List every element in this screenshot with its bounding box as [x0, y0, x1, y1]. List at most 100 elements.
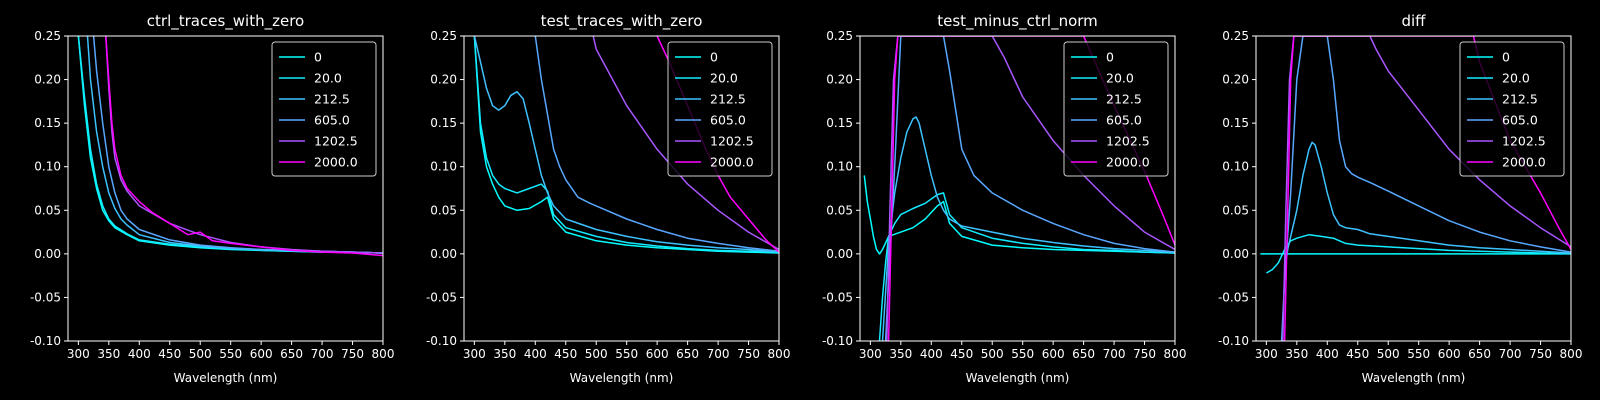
y-tick-label: 0.25	[1222, 29, 1249, 43]
y-tick-label: 0.20	[826, 73, 853, 87]
x-tick-label: 650	[1468, 347, 1491, 361]
legend-entry: 20.0	[710, 71, 738, 86]
y-tick-label: 0.25	[34, 29, 61, 43]
x-tick-label: 600	[646, 347, 669, 361]
x-tick-label: 750	[1529, 347, 1552, 361]
y-tick-label: 0.15	[430, 116, 457, 130]
legend-entry: 212.5	[314, 92, 350, 107]
legend-entry: 605.0	[1502, 113, 1538, 128]
legend-entry: 1202.5	[1106, 134, 1150, 149]
legend-entry: 1202.5	[710, 134, 754, 149]
x-tick-label: 700	[1103, 347, 1126, 361]
y-tick-label: 0.10	[1222, 160, 1249, 174]
chart-panel-3: 300 350 400 450 500 550 600 650 700 750 800 -0.10 -0…	[822, 12, 1187, 385]
legend: 0 20.0 212.5 605.0 1202.5 2000.0	[271, 41, 377, 177]
x-tick-label: 800	[1560, 347, 1583, 361]
x-tick-label: 500	[585, 347, 608, 361]
legend-entry: 20.0	[314, 71, 342, 86]
legend-entry: 212.5	[1106, 92, 1142, 107]
legend-entry: 2000.0	[314, 155, 358, 170]
y-tick-label: -0.10	[30, 334, 61, 348]
plot-area	[863, 36, 1175, 341]
x-tick-label: 350	[97, 347, 120, 361]
y-tick-label: 0.25	[430, 29, 457, 43]
x-tick-label: 450	[1346, 347, 1369, 361]
series-line-0	[863, 175, 1175, 255]
legend-box	[271, 41, 377, 177]
y-tick-label: -0.05	[822, 290, 853, 304]
legend-entry: 0	[1106, 50, 1114, 65]
chart-panel-4: 300 350 400 450 500 550 600 650 700 750 800 -0.10 -0…	[1218, 12, 1583, 385]
legend-entry: 212.5	[710, 92, 746, 107]
legend-entry: 20.0	[1106, 71, 1134, 86]
legend-entry: 0	[314, 50, 322, 65]
x-tick-label: 500	[981, 347, 1004, 361]
series-line-605.0	[1280, 36, 1571, 341]
x-tick-label: 800	[768, 347, 791, 361]
x-tick-label: 600	[1042, 347, 1065, 361]
x-axis-label: Wavelength (nm)	[174, 371, 278, 385]
plot-area	[1260, 36, 1571, 341]
y-tick-label: 0.10	[826, 160, 853, 174]
x-axis-label: Wavelength (nm)	[966, 371, 1070, 385]
x-tick-label: 750	[737, 347, 760, 361]
y-tick-label: 0.05	[1222, 203, 1249, 217]
x-tick-label: 450	[554, 347, 577, 361]
x-tick-label: 500	[189, 347, 212, 361]
x-tick-label: 750	[1133, 347, 1156, 361]
y-tick-label: -0.05	[30, 290, 61, 304]
y-tick-label: -0.10	[1218, 334, 1249, 348]
legend-box	[1459, 41, 1565, 177]
y-tick-label: 0.05	[826, 203, 853, 217]
x-tick-label: 400	[128, 347, 151, 361]
legend-entry: 1202.5	[314, 134, 358, 149]
chart-title: test_minus_ctrl_norm	[937, 12, 1098, 31]
y-tick-label: 0.00	[34, 247, 61, 261]
legend-entry: 605.0	[314, 113, 350, 128]
y-tick-label: 0.15	[826, 116, 853, 130]
x-tick-label: 350	[889, 347, 912, 361]
series-line-605.0	[534, 36, 779, 252]
series-line-212.5	[473, 36, 779, 253]
axes-frame	[1255, 35, 1572, 342]
y-tick-label: 0.25	[826, 29, 853, 43]
series-line-212.5	[881, 116, 1175, 341]
y-tick-label: 0.05	[430, 203, 457, 217]
y-tick-label: 0.15	[1222, 116, 1249, 130]
series-line-2000.0	[887, 36, 1175, 341]
x-tick-label: 700	[707, 347, 730, 361]
x-tick-label: 700	[311, 347, 334, 361]
y-tick-label: 0.00	[430, 247, 457, 261]
x-tick-label: 600	[250, 347, 273, 361]
y-tick-label: -0.10	[822, 334, 853, 348]
chart-title: test_traces_with_zero	[541, 12, 703, 31]
legend-entry: 605.0	[1106, 113, 1142, 128]
x-tick-label: 500	[1377, 347, 1400, 361]
legend-entry: 605.0	[710, 113, 746, 128]
y-tick-label: 0.00	[826, 247, 853, 261]
x-tick-label: 450	[158, 347, 181, 361]
series-line-212.5	[1283, 141, 1571, 272]
x-tick-label: 350	[493, 347, 516, 361]
y-tick-label: 0.15	[34, 116, 61, 130]
series-line-605.0	[884, 36, 1175, 341]
x-tick-label: 450	[950, 347, 973, 361]
x-tick-label: 750	[341, 347, 364, 361]
x-axis-label: Wavelength (nm)	[1362, 371, 1466, 385]
legend: 0 20.0 212.5 605.0 1202.5 2000.0	[667, 41, 773, 177]
x-tick-label: 400	[1316, 347, 1339, 361]
x-tick-label: 550	[615, 347, 638, 361]
x-tick-label: 650	[1072, 347, 1095, 361]
x-tick-label: 550	[219, 347, 242, 361]
legend-box	[1063, 41, 1169, 177]
x-tick-label: 400	[524, 347, 547, 361]
y-tick-label: 0.20	[1222, 73, 1249, 87]
legend-entry: 20.0	[1502, 71, 1530, 86]
chart-panel-1: 300 350 400 450 500 550 600 650 700 750 800 -0.10 -0…	[30, 12, 395, 385]
x-tick-label: 700	[1499, 347, 1522, 361]
y-tick-label: 0.10	[34, 160, 61, 174]
legend-entry: 0	[1502, 50, 1510, 65]
x-tick-label: 300	[859, 347, 882, 361]
x-tick-label: 800	[372, 347, 395, 361]
